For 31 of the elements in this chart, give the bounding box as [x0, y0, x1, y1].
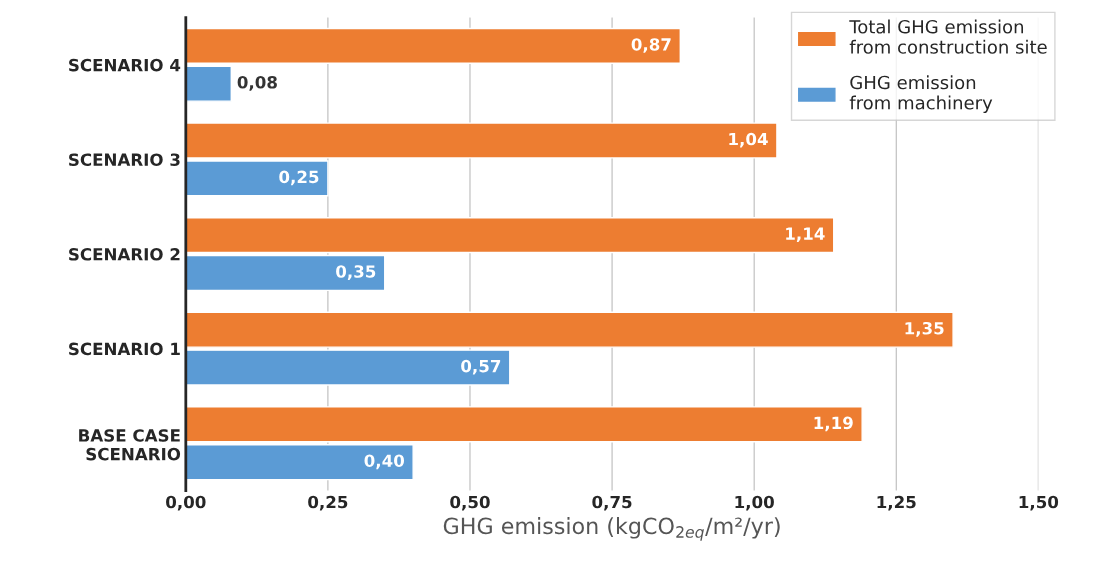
x-tick-label: 1,00 [735, 495, 774, 511]
bar [185, 254, 386, 292]
data-label: 0,87 [631, 38, 671, 53]
data-label: 0,08 [237, 75, 277, 91]
y-tick-label: SCENARIO 3 [69, 153, 180, 166]
data-label: 1,19 [814, 416, 853, 432]
bar [185, 217, 835, 254]
legend-label: GHG emission from machinery [849, 75, 993, 114]
x-tick-label: 0,75 [592, 495, 632, 511]
data-label: 0,35 [336, 265, 376, 280]
legend-label: Total GHG emission from construction site [849, 19, 1047, 54]
x-tick-label: 0,25 [308, 495, 348, 511]
bar [185, 444, 414, 481]
data-label: 0,40 [364, 454, 405, 470]
bar [185, 406, 863, 443]
x-tick-label: 1,50 [1019, 495, 1059, 511]
y-tick-label: SCENARIO 4 [69, 58, 181, 72]
y-tick-label: BASE CASE SCENARIO [79, 429, 181, 461]
data-label: 1,14 [786, 227, 825, 243]
y-tick-label: SCENARIO 2 [69, 248, 180, 261]
data-label: 1,35 [905, 321, 944, 337]
bar [185, 65, 232, 102]
data-label: 0,25 [279, 170, 319, 186]
y-tick-label: SCENARIO 1 [69, 342, 180, 356]
x-tick-label: 0,50 [450, 495, 490, 511]
data-label: 1,04 [729, 132, 768, 148]
x-tick-label: 1,25 [877, 495, 916, 511]
bar [185, 27, 681, 65]
data-label: 0,57 [461, 359, 501, 375]
x-axis-title: GHG emission (kgCO$_{2eq}$/m²/yr) [443, 517, 780, 541]
x-tick-label: 0,00 [166, 495, 206, 511]
